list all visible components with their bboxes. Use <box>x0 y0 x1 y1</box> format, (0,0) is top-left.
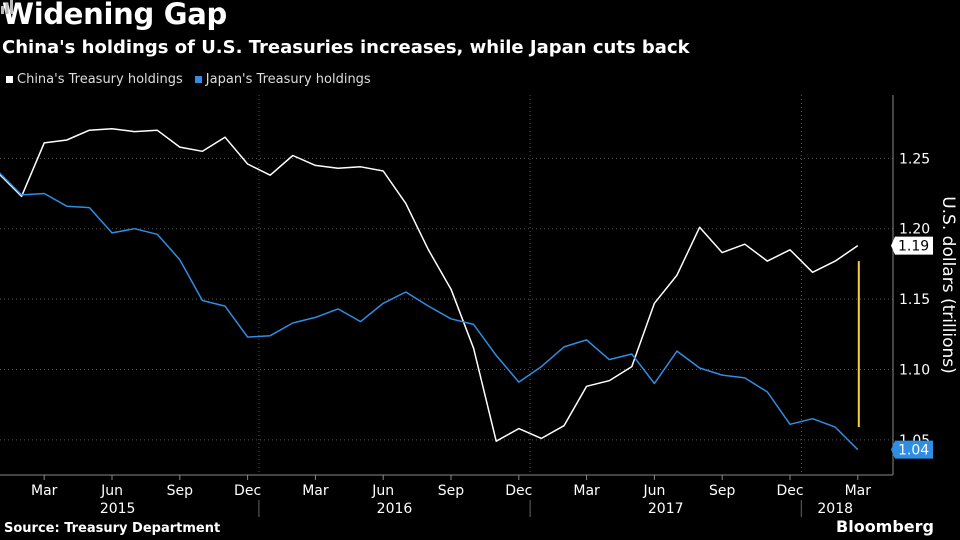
y-tick-label: 1.20 <box>899 222 930 238</box>
x-tick-label: Sep <box>709 483 736 499</box>
chart-title: Widening Gap <box>2 0 227 31</box>
y-axis-title: U.S. dollars (trillions) <box>938 196 958 374</box>
japan-series-line <box>0 172 859 451</box>
legend-label-japan: Japan's Treasury holdings <box>205 72 371 87</box>
china-swatch <box>6 76 13 83</box>
japan-end-label-box <box>891 440 933 459</box>
x-tick-label: Dec <box>776 483 803 499</box>
bloomberg-icon <box>1 0 13 14</box>
x-tick-label: Sep <box>438 483 465 499</box>
year-label: 2015 <box>100 501 136 517</box>
x-tick-label: Mar <box>573 483 600 499</box>
y-tick-label: 1.25 <box>899 151 930 167</box>
legend: China's Treasury holdings Japan's Treasu… <box>6 72 371 87</box>
japan-end-label: 1.04 <box>898 443 929 459</box>
source-note: Source: Treasury Department <box>4 521 221 536</box>
year-label: 2018 <box>817 501 853 517</box>
china-series-line <box>0 128 859 442</box>
x-tick-label: Jun <box>100 483 123 499</box>
chart-subtitle: China's holdings of U.S. Treasuries incr… <box>2 37 690 58</box>
y-tick-label: 1.15 <box>899 292 930 308</box>
x-tick-label: Mar <box>845 483 872 499</box>
china-end-label: 1.19 <box>898 239 929 255</box>
x-tick-label: Dec <box>505 483 532 499</box>
x-tick-label: Dec <box>234 483 261 499</box>
x-tick-label: Jun <box>371 483 394 499</box>
x-tick-label: Jun <box>642 483 665 499</box>
japan-swatch <box>194 76 202 83</box>
x-tick-label: Mar <box>31 483 58 499</box>
legend-item-japan: Japan's Treasury holdings <box>194 72 371 87</box>
china-end-label-box <box>891 236 933 255</box>
legend-item-china: China's Treasury holdings <box>6 72 183 87</box>
y-tick-label: 1.10 <box>899 362 930 378</box>
legend-label-china: China's Treasury holdings <box>17 72 183 87</box>
year-label: 2017 <box>648 501 684 517</box>
brand-logo-text: Bloomberg <box>836 517 934 536</box>
x-tick-label: Sep <box>167 483 194 499</box>
x-tick-label: Mar <box>302 483 329 499</box>
year-label: 2016 <box>377 501 413 517</box>
